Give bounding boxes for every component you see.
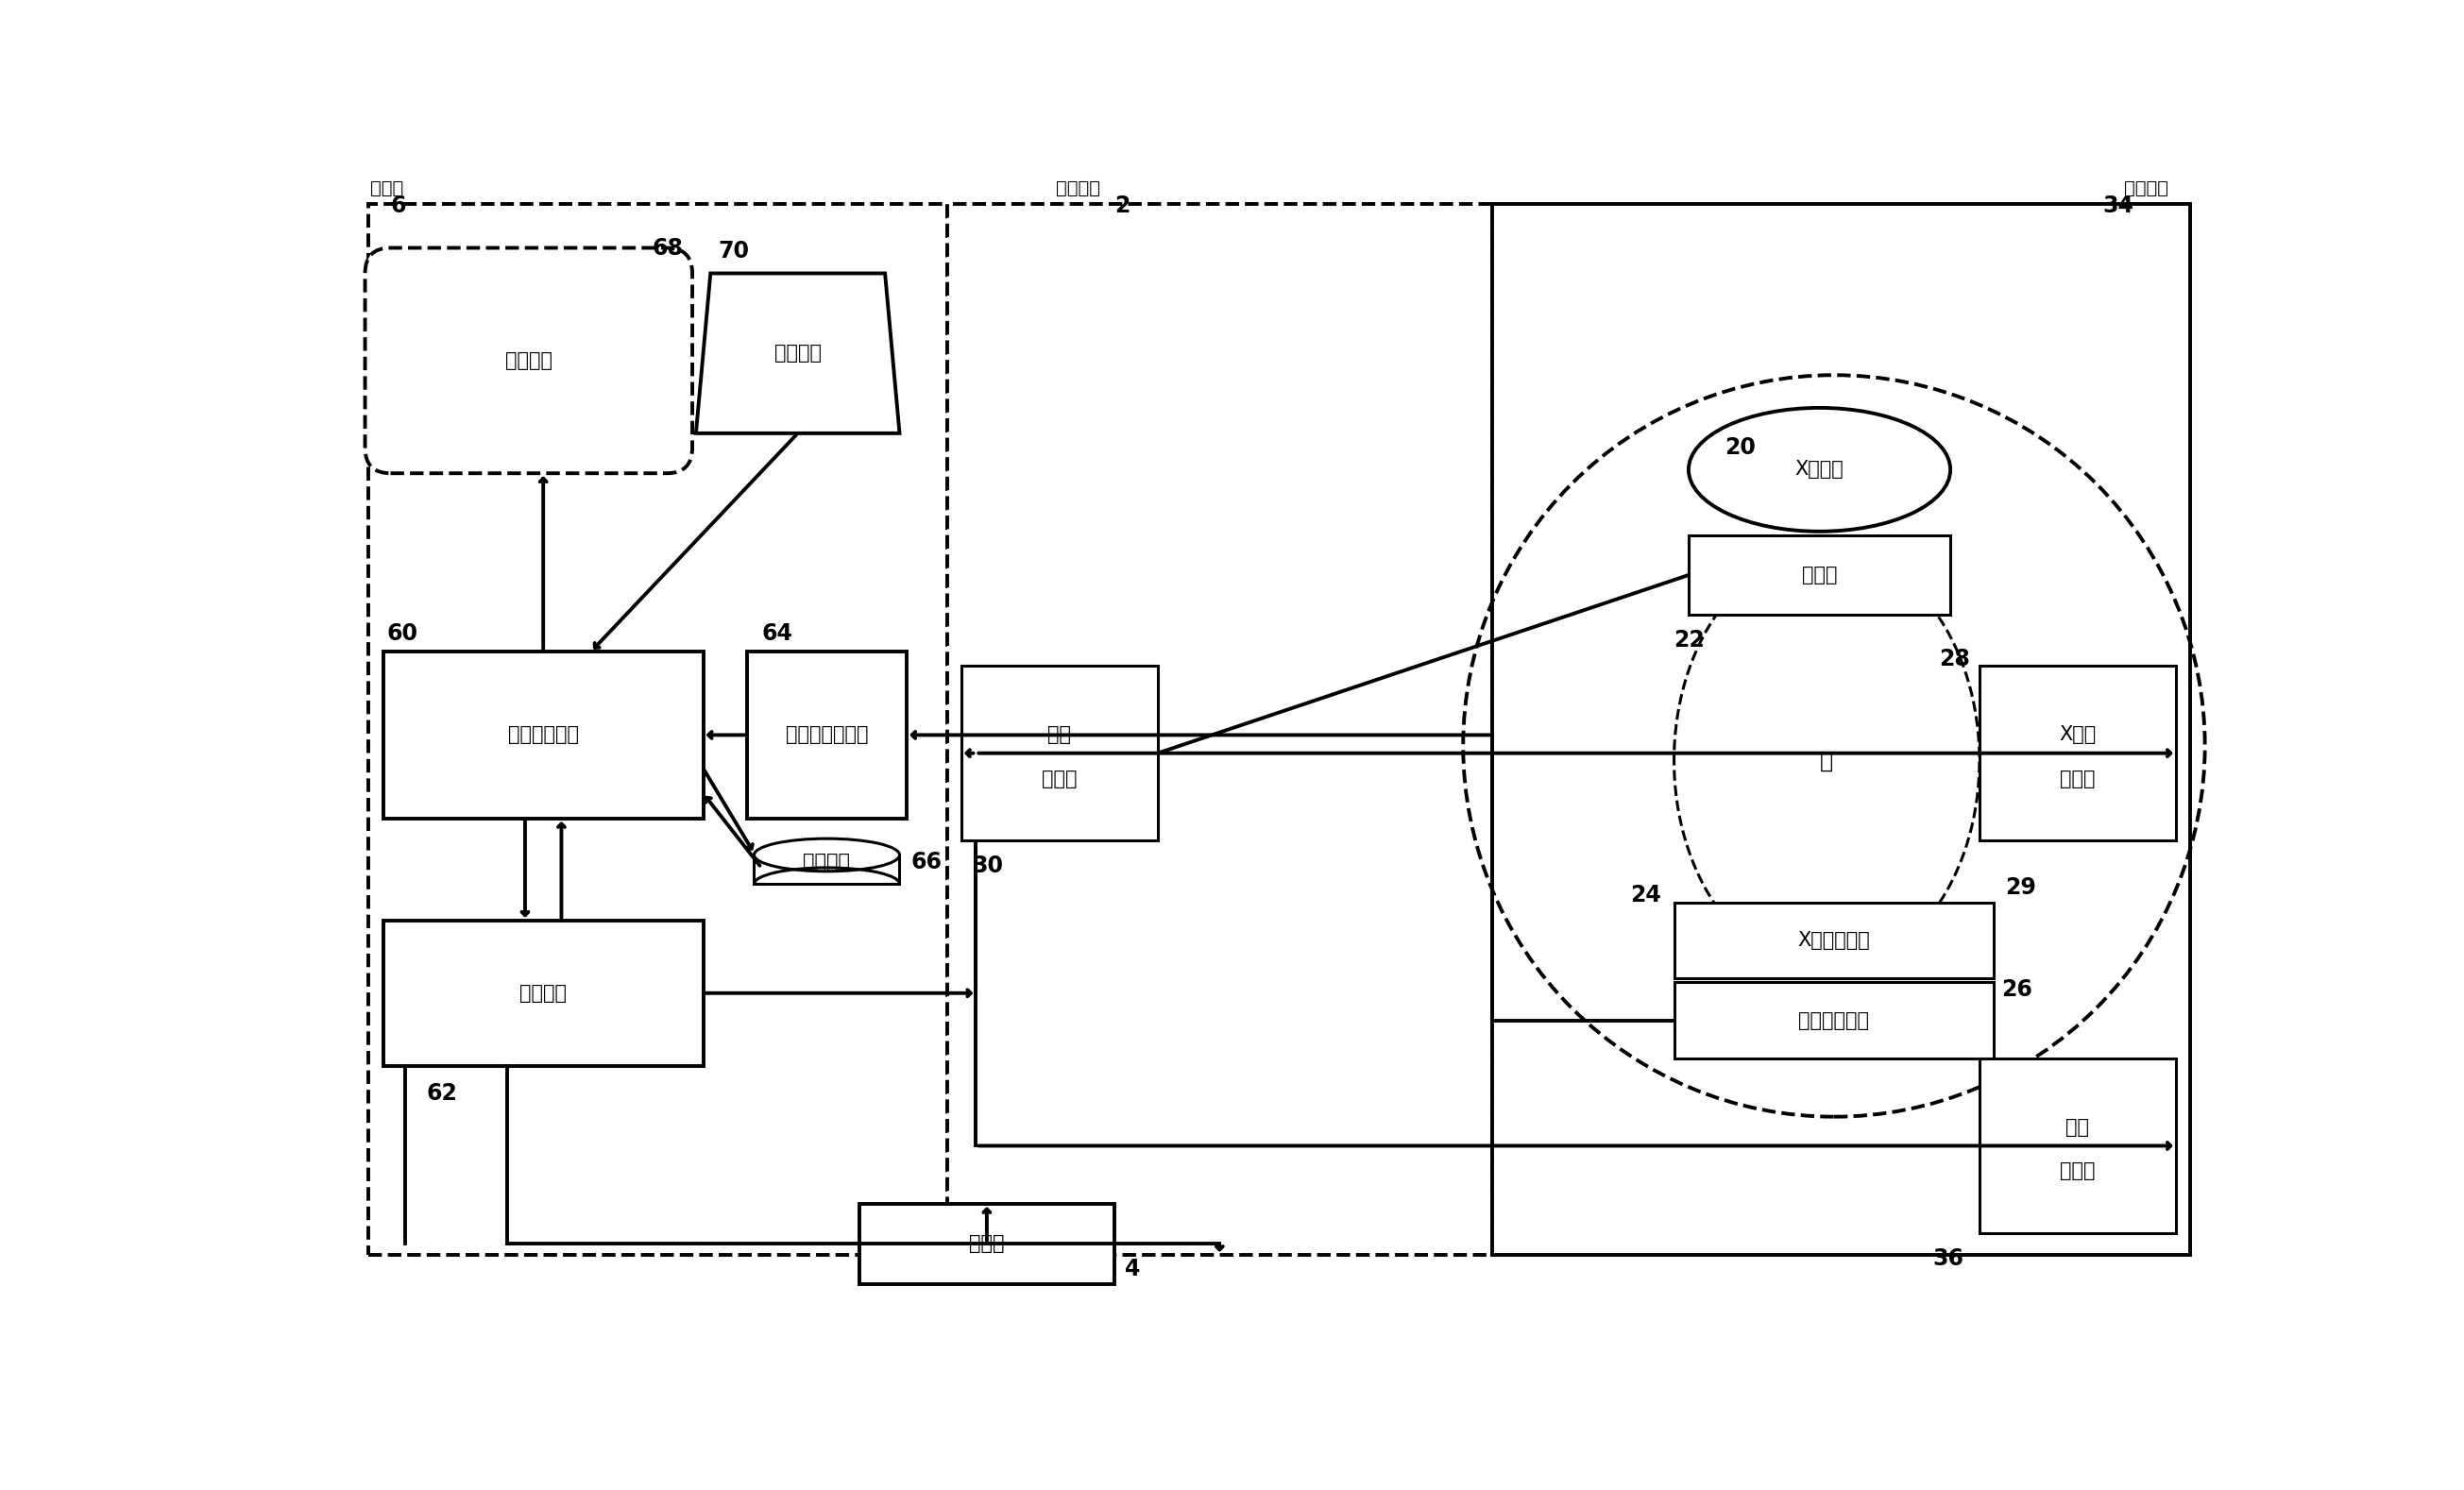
Text: 旋转: 旋转 — [2065, 1118, 2089, 1137]
Bar — [1688, 535, 1951, 615]
Polygon shape — [695, 273, 899, 434]
Bar — [946, 204, 1493, 1255]
Text: 29: 29 — [2006, 876, 2035, 898]
Ellipse shape — [1688, 408, 1951, 532]
Bar — [1493, 204, 2190, 1255]
Text: 控制器: 控制器 — [1042, 769, 1077, 788]
Text: 68: 68 — [653, 237, 683, 259]
Text: 28: 28 — [1939, 647, 1971, 670]
Bar — [961, 666, 1158, 840]
FancyBboxPatch shape — [365, 247, 692, 474]
Text: 70: 70 — [717, 240, 749, 262]
Text: 扫描转台: 扫描转台 — [1057, 179, 1101, 197]
Bar — [1979, 666, 2176, 840]
Bar — [747, 651, 907, 818]
Text: 30: 30 — [973, 855, 1003, 878]
Bar — [754, 855, 899, 884]
Text: 6: 6 — [389, 194, 407, 218]
Bar — [370, 204, 946, 1255]
Text: 存储设备: 存储设备 — [803, 852, 850, 872]
Text: 旋转部分: 旋转部分 — [2124, 179, 2168, 197]
Text: X射线检测器: X射线检测器 — [1799, 931, 1870, 949]
Bar — [1673, 982, 1993, 1058]
Text: 4: 4 — [1126, 1258, 1141, 1281]
Text: 校准器: 校准器 — [1801, 566, 1838, 584]
Bar — [384, 651, 702, 818]
Ellipse shape — [754, 839, 899, 872]
Text: 成像桌: 成像桌 — [968, 1235, 1005, 1253]
Text: 数据采集部分: 数据采集部分 — [1799, 1010, 1870, 1030]
Text: 数据处理装置: 数据处理装置 — [508, 726, 579, 745]
Text: 控制接口: 控制接口 — [520, 983, 567, 1003]
Bar — [860, 1204, 1114, 1284]
Text: 校准: 校准 — [1047, 726, 1072, 745]
Text: 数据采集缓冲器: 数据采集缓冲器 — [786, 726, 867, 745]
Text: 60: 60 — [387, 621, 419, 645]
Text: 22: 22 — [1673, 629, 1705, 651]
Text: 控制器: 控制器 — [2060, 769, 2094, 788]
Text: 36: 36 — [1932, 1247, 1964, 1269]
Text: 操作台: 操作台 — [370, 179, 404, 197]
Text: 孔: 孔 — [1821, 749, 1833, 772]
Text: 34: 34 — [2104, 194, 2134, 218]
Bar — [1979, 1058, 2176, 1234]
Text: X射线管: X射线管 — [1796, 460, 1843, 480]
Text: 64: 64 — [761, 621, 793, 645]
Text: 62: 62 — [426, 1082, 458, 1104]
Text: 显示设备: 显示设备 — [505, 352, 552, 370]
Text: 2: 2 — [1114, 194, 1129, 218]
Bar — [1673, 903, 1993, 979]
Text: 操作设备: 操作设备 — [774, 344, 821, 362]
Text: X射线: X射线 — [2060, 726, 2097, 745]
Text: 控制器: 控制器 — [2060, 1162, 2094, 1180]
Bar — [384, 921, 702, 1065]
Text: 66: 66 — [912, 851, 941, 873]
Text: 24: 24 — [1631, 884, 1661, 906]
Text: 20: 20 — [1725, 437, 1757, 459]
Text: 26: 26 — [2001, 977, 2033, 1001]
